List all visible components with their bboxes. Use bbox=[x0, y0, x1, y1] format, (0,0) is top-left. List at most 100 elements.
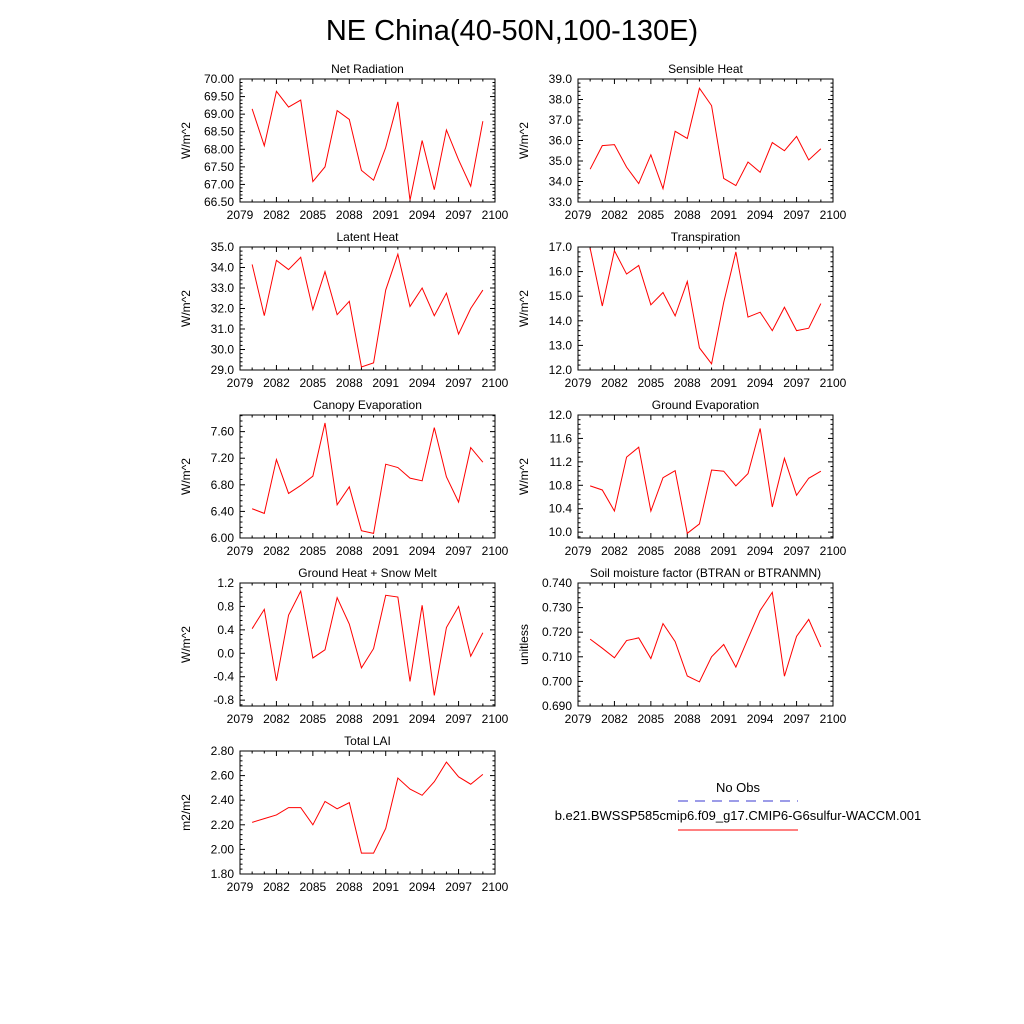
panel-title: Ground Heat + Snow Melt bbox=[298, 566, 437, 580]
y-tick-label: 36.0 bbox=[549, 134, 573, 148]
panel-title: Total LAI bbox=[344, 734, 391, 748]
x-tick-label: 2097 bbox=[445, 880, 472, 894]
x-tick-label: 2100 bbox=[482, 376, 509, 390]
x-tick-label: 2082 bbox=[263, 712, 290, 726]
x-tick-label: 2088 bbox=[674, 208, 701, 222]
panel-ground-evaporation: Ground Evaporation W/m^2 2079 2082 2085 2088 2… bbox=[517, 398, 847, 558]
x-tick-label: 2085 bbox=[300, 712, 327, 726]
series-line-0 bbox=[589, 87, 822, 191]
x-tick-label: 2094 bbox=[409, 208, 436, 222]
x-tick-label: 2085 bbox=[638, 712, 665, 726]
y-tick-label: 7.20 bbox=[211, 451, 235, 465]
x-tick-label: 2091 bbox=[372, 880, 399, 894]
x-tick-label: 2094 bbox=[409, 376, 436, 390]
y-tick-label: 10.8 bbox=[549, 478, 573, 492]
y-tick-label: 68.00 bbox=[204, 142, 234, 156]
series-line-0 bbox=[589, 590, 822, 683]
x-tick-label: 2091 bbox=[372, 712, 399, 726]
y-tick-label: -0.8 bbox=[213, 693, 234, 707]
x-tick-label: 2100 bbox=[482, 544, 509, 558]
legend-label-obs: No Obs bbox=[716, 780, 761, 795]
series-line-0 bbox=[251, 589, 484, 696]
y-tick-label: 69.00 bbox=[204, 107, 234, 121]
y-tick-label: 13.0 bbox=[549, 338, 573, 352]
series-line-0 bbox=[251, 90, 484, 201]
y-axis-label: m2/m2 bbox=[179, 794, 193, 831]
x-tick-label: 2094 bbox=[747, 544, 774, 558]
y-tick-label: 12.0 bbox=[549, 363, 573, 377]
y-tick-label: 67.00 bbox=[204, 177, 234, 191]
y-tick-label: 70.00 bbox=[204, 72, 234, 86]
y-axis-label: W/m^2 bbox=[179, 626, 193, 663]
x-tick-label: 2082 bbox=[263, 376, 290, 390]
x-tick-label: 2079 bbox=[565, 544, 592, 558]
series-line-0 bbox=[589, 248, 822, 366]
x-tick-label: 2079 bbox=[565, 376, 592, 390]
plot-frame bbox=[239, 414, 496, 539]
x-tick-label: 2100 bbox=[482, 880, 509, 894]
x-tick-label: 2082 bbox=[601, 208, 628, 222]
plot-frame bbox=[239, 78, 496, 203]
x-tick-label: 2091 bbox=[372, 376, 399, 390]
y-tick-label: 15.0 bbox=[549, 289, 573, 303]
y-tick-label: 0.8 bbox=[217, 599, 234, 613]
x-tick-label: 2097 bbox=[445, 712, 472, 726]
x-tick-label: 2100 bbox=[820, 208, 847, 222]
x-tick-label: 2094 bbox=[409, 544, 436, 558]
y-tick-label: 32.0 bbox=[211, 302, 235, 316]
x-tick-label: 2082 bbox=[263, 544, 290, 558]
x-tick-label: 2097 bbox=[783, 544, 810, 558]
series-line-0 bbox=[251, 422, 484, 534]
x-tick-label: 2079 bbox=[227, 376, 254, 390]
x-tick-label: 2091 bbox=[710, 712, 737, 726]
y-axis-label: W/m^2 bbox=[517, 290, 531, 327]
x-tick-label: 2085 bbox=[638, 208, 665, 222]
y-tick-label: 2.20 bbox=[211, 818, 235, 832]
y-tick-label: 14.0 bbox=[549, 314, 573, 328]
x-tick-label: 2091 bbox=[710, 544, 737, 558]
y-tick-label: 0.0 bbox=[217, 646, 234, 660]
x-tick-label: 2100 bbox=[482, 712, 509, 726]
x-tick-label: 2097 bbox=[783, 712, 810, 726]
y-tick-label: 35.0 bbox=[211, 240, 235, 254]
y-tick-label: 0.4 bbox=[217, 623, 234, 637]
y-tick-label: 2.00 bbox=[211, 842, 235, 856]
y-axis-label: W/m^2 bbox=[179, 290, 193, 327]
y-tick-label: 66.50 bbox=[204, 195, 234, 209]
panel-title: Ground Evaporation bbox=[652, 398, 759, 412]
plot-frame bbox=[577, 414, 834, 539]
y-tick-label: -0.4 bbox=[213, 670, 234, 684]
x-tick-label: 2085 bbox=[638, 376, 665, 390]
y-axis-label: W/m^2 bbox=[179, 122, 193, 159]
panel-title: Soil moisture factor (BTRAN or BTRANMN) bbox=[590, 566, 821, 580]
y-tick-label: 37.0 bbox=[549, 113, 573, 127]
y-tick-label: 0.720 bbox=[542, 625, 572, 639]
x-tick-label: 2082 bbox=[263, 208, 290, 222]
x-tick-label: 2088 bbox=[336, 208, 363, 222]
x-tick-label: 2085 bbox=[300, 376, 327, 390]
y-tick-label: 39.0 bbox=[549, 72, 573, 86]
y-tick-label: 6.00 bbox=[211, 531, 235, 545]
panel-ground-heat-snow-melt: Ground Heat + Snow Melt W/m^2 2079 2082 2085… bbox=[179, 566, 509, 726]
y-axis-label: W/m^2 bbox=[179, 458, 193, 495]
y-tick-label: 33.0 bbox=[549, 195, 573, 209]
y-tick-label: 10.4 bbox=[549, 502, 573, 516]
y-tick-label: 6.80 bbox=[211, 478, 235, 492]
x-tick-label: 2100 bbox=[820, 712, 847, 726]
x-tick-label: 2100 bbox=[482, 208, 509, 222]
y-tick-label: 1.2 bbox=[217, 576, 234, 590]
y-tick-label: 17.0 bbox=[549, 240, 573, 254]
x-tick-label: 2082 bbox=[601, 712, 628, 726]
figure-title: NE China(40-50N,100-130E) bbox=[326, 15, 698, 47]
y-tick-label: 0.700 bbox=[542, 674, 572, 688]
panel-soil-moisture-factor-btran-or-btranmn: Soil moisture factor (BTRAN or BTRANMN) u… bbox=[517, 566, 847, 726]
panel-transpiration: Transpiration W/m^2 2079 2082 2085 2088 2091 20… bbox=[517, 230, 847, 390]
legend: No Obs b.e21.BWSSP585cmip6.f09_g17.CMIP6… bbox=[555, 780, 921, 831]
panel-title: Transpiration bbox=[671, 230, 741, 244]
y-axis-label: W/m^2 bbox=[517, 122, 531, 159]
y-tick-label: 0.710 bbox=[542, 650, 572, 664]
x-tick-label: 2082 bbox=[601, 376, 628, 390]
panel-total-lai: Total LAI m2/m2 2079 2082 2085 2088 2091 2094 20… bbox=[179, 734, 509, 894]
